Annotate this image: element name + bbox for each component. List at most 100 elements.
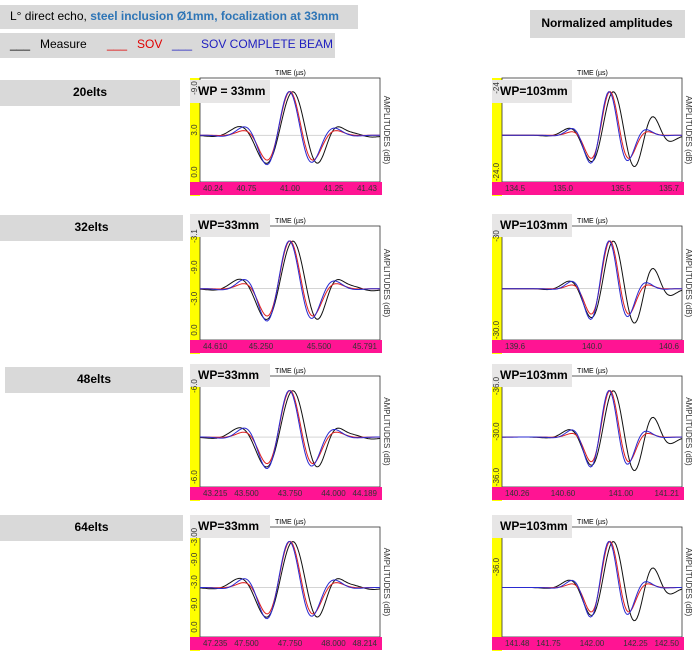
y-tick-label: -30.0 [492,422,501,441]
x-tick-label: 142.00 [580,639,605,648]
x-tick-label: 140.60 [551,489,576,498]
time-label: TIME (µs) [577,519,608,526]
x-tick-label: 40.24 [203,184,224,193]
wp-box [492,80,572,103]
yellow-strip [492,527,502,651]
x-tick-label: 140.26 [505,489,530,498]
waveform [502,91,682,164]
x-tick-label: 135.5 [611,184,632,193]
x-tick-label: 134.5 [505,184,526,193]
magenta-strip [190,340,382,353]
y-tick-label: -6.0 [190,470,199,484]
x-tick-label: 45.500 [307,342,332,351]
wp-label: WP=103mm [500,519,568,533]
y-tick-label: -30.0 [492,320,501,339]
time-label: TIME (µs) [275,70,306,77]
amplitude-label: AMPLITUDES (dB) [684,548,693,617]
wp-label: WP=103mm [500,368,568,382]
yellow-strip [492,226,502,354]
x-tick-label: 43.750 [278,489,303,498]
y-tick-label: -36.0 [492,557,501,576]
x-tick-label: 41.00 [280,184,301,193]
yellow-strip [492,376,502,501]
x-tick-label: 141.00 [609,489,634,498]
yellow-strip [492,78,502,196]
time-label: TIME (µs) [577,368,608,375]
x-tick-label: 47.750 [278,639,303,648]
x-tick-label: 41.25 [323,184,344,193]
x-tick-label: 142.25 [623,639,648,648]
wp-box [190,364,270,387]
x-tick-label: 140.6 [659,342,680,351]
y-tick-label: -9.0 [190,597,199,611]
normalized-box [530,10,685,38]
legend-box [0,33,335,58]
magenta-strip [492,340,684,353]
wp-label: WP=33mm [198,519,259,533]
amplitude-label: AMPLITUDES (dB) [684,397,693,466]
plot-area [501,375,683,488]
yellow-strip [190,78,200,196]
y-tick-label: 0.0 [190,166,199,178]
y-tick-label: -30 [492,230,501,242]
waveform [199,390,381,468]
y-tick-label: 0.0 [190,621,199,633]
plot-area [199,526,381,638]
magenta-strip [190,182,382,195]
wp-label: WP = 33mm [198,84,265,98]
y-tick-label: -3.0 [190,291,199,305]
x-tick-label: 141.48 [505,639,530,648]
legend-mark: ___ [171,37,192,51]
time-label: TIME (µs) [577,218,608,225]
x-tick-label: 140.0 [582,342,603,351]
amplitude-label: AMPLITUDES (dB) [382,249,391,318]
row-label-box [0,215,183,241]
waveform [502,541,682,618]
y-tick-label: -24.0 [492,162,501,181]
amplitude-label: AMPLITUDES (dB) [684,96,693,165]
amplitude-label: AMPLITUDES (dB) [684,249,693,318]
waveform [199,240,381,321]
x-tick-label: 40.75 [236,184,257,193]
header-highlight: steel inclusion Ø1mm, focalization at 33… [90,9,339,23]
x-tick-label: 142.50 [655,639,680,648]
y-tick-label: -3.0 [190,575,199,589]
y-tick-label: -9.0 [190,81,199,95]
magenta-strip [190,487,382,500]
plot-area [501,225,683,341]
row-label-box [0,515,183,541]
row-label: 20elts [73,85,107,99]
wp-box [492,364,572,387]
magenta-strip [492,487,684,500]
wp-box [190,214,270,237]
amplitude-label: AMPLITUDES (dB) [382,397,391,466]
x-tick-label: 135.0 [553,184,574,193]
time-label: TIME (µs) [275,368,306,375]
x-tick-label: 45.791 [353,342,378,351]
y-tick-label: -6.0 [190,379,199,393]
time-label: TIME (µs) [577,70,608,77]
y-tick-label: -3.00 [190,527,199,546]
x-tick-label: 48.214 [353,639,378,648]
y-tick-label: 0.0 [190,324,199,336]
legend-label: SOV COMPLETE BEAM [201,37,333,51]
magenta-strip [190,637,382,650]
y-tick-label: -36.0 [492,376,501,395]
amplitude-label: AMPLITUDES (dB) [382,548,391,617]
y-tick-label: -24 [492,82,501,94]
x-tick-label: 141.75 [536,639,561,648]
legend-mark: ___ [9,37,30,51]
x-tick-label: 139.6 [505,342,526,351]
wp-box [492,515,572,538]
row-label-box [0,80,180,106]
y-tick-label: -36.0 [492,467,501,486]
x-tick-label: 43.500 [234,489,259,498]
waveform [502,240,682,320]
waveform [502,390,683,468]
x-tick-label: 135.7 [659,184,680,193]
x-tick-label: 44.000 [321,489,346,498]
x-tick-label: 41.43 [357,184,378,193]
x-tick-label: 47.500 [234,639,259,648]
yellow-strip [190,376,200,501]
